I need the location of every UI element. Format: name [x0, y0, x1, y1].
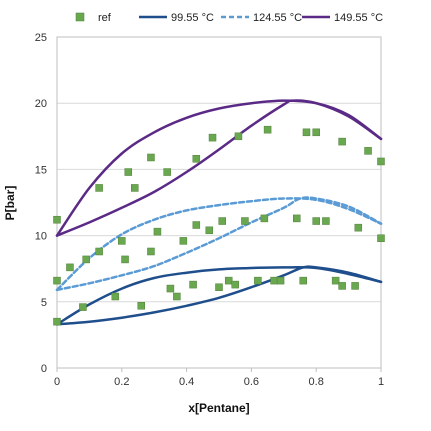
plot-series: [53, 99, 385, 326]
ref-data-point: [66, 263, 74, 272]
ref-data-point: [147, 247, 155, 256]
ref-data-point: [338, 137, 346, 146]
ref-data-point: [224, 276, 233, 285]
ref-data-point: [147, 153, 155, 162]
ref-data-point: [53, 317, 61, 326]
y-tick-label: 5: [41, 297, 47, 309]
y-axis-title: P[bar]: [3, 186, 17, 221]
ref-data-point: [192, 155, 201, 163]
series-2-dew-curve: [55, 197, 383, 292]
ref-data-point: [153, 227, 162, 236]
y-tick-label: 15: [35, 164, 47, 176]
ref-data-point: [322, 217, 330, 225]
ref-data-point: [95, 184, 103, 192]
y-tick-label: 25: [35, 32, 47, 44]
ref-data-point: [331, 276, 340, 285]
ref-data-point: [163, 168, 171, 176]
ref-data-point: [124, 168, 133, 176]
ref-data-point: [179, 237, 188, 245]
ref-data-point: [215, 283, 223, 291]
x-tick-label: 0.4: [179, 376, 194, 388]
ref-data-point: [293, 214, 301, 223]
ref-data-point: [241, 217, 249, 225]
ref-data-point: [166, 284, 175, 293]
series-1-dew-curve: [55, 266, 383, 326]
y-tick-label: 0: [41, 363, 47, 375]
ref-data-point: [82, 255, 90, 264]
ref-data-point: [95, 247, 103, 256]
ref-data-point: [173, 292, 181, 301]
ref-data-point: [338, 282, 346, 290]
x-tick-label: 0.6: [244, 376, 259, 388]
ref-data-point: [312, 217, 320, 225]
ref-data-point: [270, 276, 278, 285]
plot-area-frame: [56, 36, 382, 369]
series-3-dew-curve: [55, 99, 383, 237]
legend-label: 124.55 °C: [253, 12, 302, 24]
ref-data-point: [351, 282, 359, 290]
ref-data-point: [377, 234, 385, 242]
ref-data-point: [111, 292, 120, 301]
ref-data-point: [260, 214, 269, 223]
ref-data-point: [53, 215, 61, 224]
ref-data-point: [364, 147, 372, 155]
series-2-bubble-curve: [55, 196, 383, 292]
x-tick-label: 0.8: [309, 376, 324, 388]
x-tick-label: 1: [378, 376, 384, 388]
ref-data-point: [263, 125, 272, 134]
x-tick-label: 0.2: [114, 376, 129, 388]
ref-data-point: [121, 255, 129, 264]
ref-data-point: [254, 276, 262, 285]
legend-label: 99.55 °C: [171, 12, 214, 24]
ref-data-point: [299, 276, 307, 285]
ref-data-point: [234, 132, 243, 141]
legend-marker-ref: [75, 12, 85, 22]
ref-data-point: [377, 157, 385, 166]
ref-data-point: [231, 280, 239, 289]
ref-data-point: [354, 223, 363, 232]
y-tick-label: 10: [35, 231, 47, 243]
ref-data-point: [192, 221, 201, 229]
ref-data-point: [205, 226, 214, 235]
legend-label: ref: [98, 12, 112, 24]
ref-data-point: [53, 276, 61, 285]
ref-data-point: [137, 302, 145, 310]
gridlines: [57, 102, 381, 303]
axes: 0 5 10 15 20 25 0 0.2 0.4 0.6 0.8 1: [35, 32, 384, 388]
y-tick-label: 20: [35, 98, 47, 110]
ref-data-point: [312, 128, 320, 137]
ref-data-point: [208, 133, 217, 142]
ref-data-point: [131, 184, 139, 192]
ref-data-point: [276, 276, 285, 285]
ref-data-point: [118, 237, 126, 245]
x-tick-label: 0: [54, 376, 60, 388]
legend-label: 149.55 °C: [334, 12, 383, 24]
ref-data-point: [79, 303, 87, 311]
ref-data-point: [189, 280, 197, 289]
ref-data-point: [302, 128, 311, 137]
x-axis-title: x[Pentane]: [188, 401, 249, 415]
ref-data-point: [218, 217, 226, 225]
legend: ref 99.55 °C 124.55 °C 149.55 °C: [75, 12, 383, 24]
